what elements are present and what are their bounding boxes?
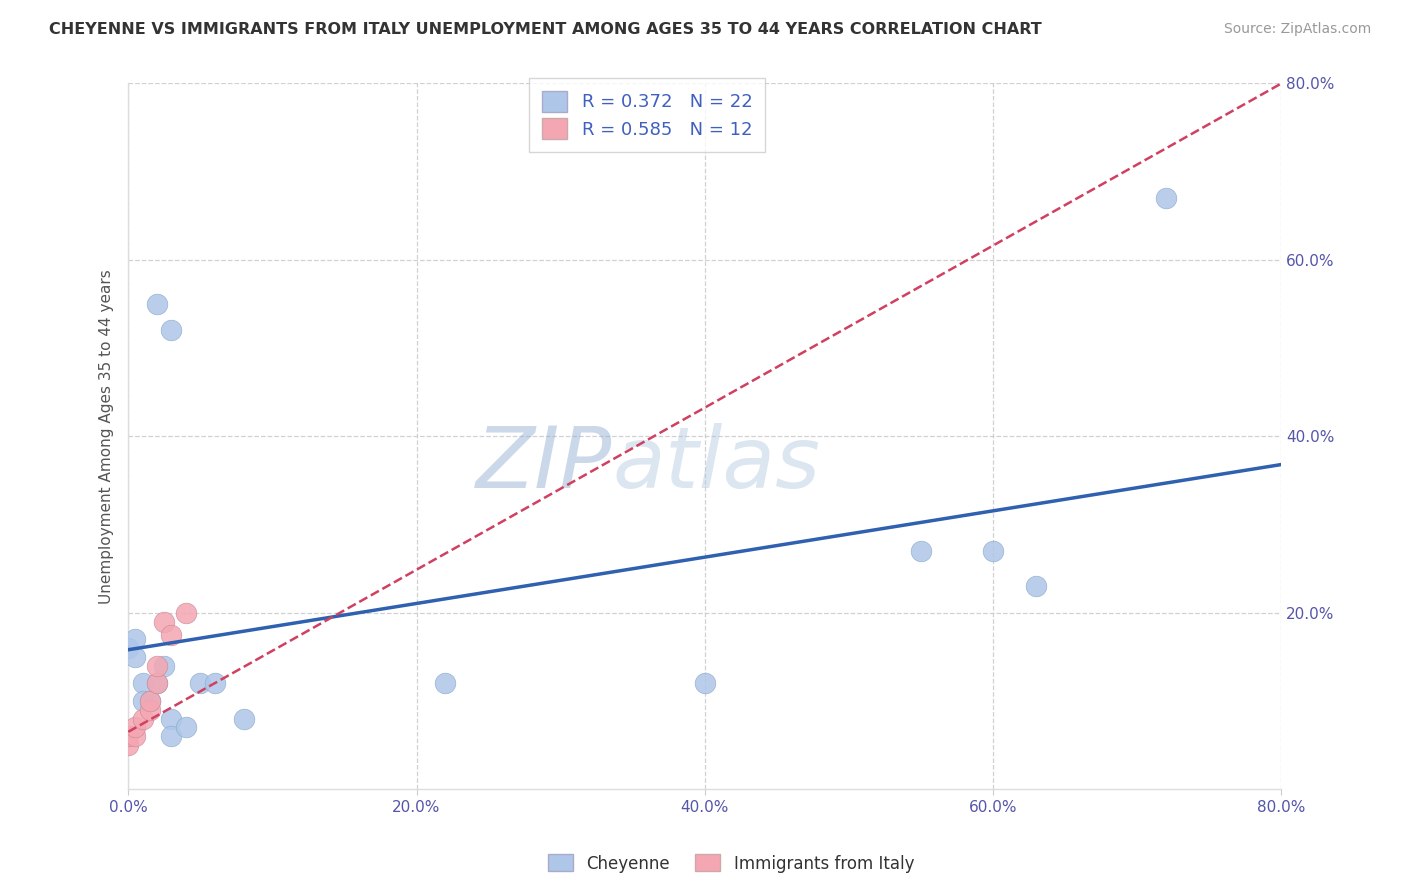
Legend: R = 0.372   N = 22, R = 0.585   N = 12: R = 0.372 N = 22, R = 0.585 N = 12 xyxy=(529,78,765,152)
Point xyxy=(131,712,153,726)
Point xyxy=(160,628,183,642)
Point xyxy=(434,676,457,690)
Point xyxy=(981,544,1004,558)
Text: ZIP: ZIP xyxy=(477,423,613,506)
Point xyxy=(117,729,139,743)
Point xyxy=(139,694,162,708)
Point xyxy=(1154,191,1177,205)
Point xyxy=(146,676,169,690)
Point xyxy=(153,615,176,629)
Point xyxy=(124,720,146,734)
Point xyxy=(124,632,146,647)
Legend: Cheyenne, Immigrants from Italy: Cheyenne, Immigrants from Italy xyxy=(541,847,921,880)
Point xyxy=(139,694,162,708)
Point xyxy=(232,712,254,726)
Point xyxy=(146,676,169,690)
Point xyxy=(693,676,716,690)
Text: CHEYENNE VS IMMIGRANTS FROM ITALY UNEMPLOYMENT AMONG AGES 35 TO 44 YEARS CORRELA: CHEYENNE VS IMMIGRANTS FROM ITALY UNEMPL… xyxy=(49,22,1042,37)
Point xyxy=(910,544,932,558)
Point xyxy=(131,676,153,690)
Point xyxy=(204,676,226,690)
Point xyxy=(117,640,139,655)
Point xyxy=(160,712,183,726)
Point xyxy=(146,658,169,673)
Point xyxy=(131,694,153,708)
Point xyxy=(1025,579,1047,593)
Point xyxy=(160,323,183,337)
Point xyxy=(160,729,183,743)
Point xyxy=(188,676,211,690)
Point xyxy=(117,738,139,752)
Point xyxy=(146,297,169,311)
Point xyxy=(153,658,176,673)
Text: Source: ZipAtlas.com: Source: ZipAtlas.com xyxy=(1223,22,1371,37)
Point xyxy=(124,649,146,664)
Text: atlas: atlas xyxy=(613,423,821,506)
Y-axis label: Unemployment Among Ages 35 to 44 years: Unemployment Among Ages 35 to 44 years xyxy=(100,268,114,604)
Point xyxy=(174,606,197,620)
Point xyxy=(174,720,197,734)
Point xyxy=(124,729,146,743)
Point xyxy=(139,703,162,717)
